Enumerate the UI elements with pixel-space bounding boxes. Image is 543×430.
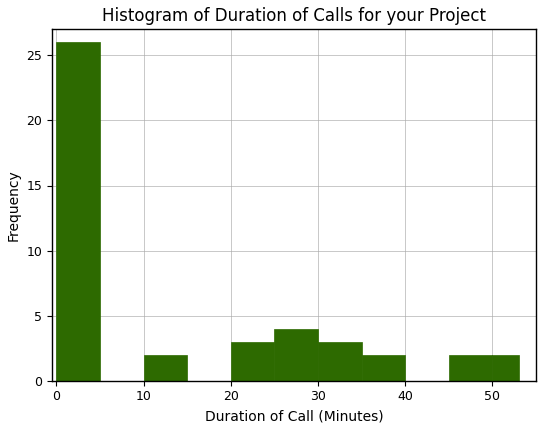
Bar [318,342,362,381]
Bar [449,355,493,381]
Y-axis label: Frequency: Frequency [7,169,21,241]
Bar [493,355,519,381]
Title: Histogram of Duration of Calls for your Project: Histogram of Duration of Calls for your … [102,7,486,25]
Bar [56,42,100,381]
Bar [274,329,318,381]
X-axis label: Duration of Call (Minutes): Duration of Call (Minutes) [205,409,383,423]
Bar [362,355,405,381]
Bar [231,342,274,381]
Bar [144,355,187,381]
